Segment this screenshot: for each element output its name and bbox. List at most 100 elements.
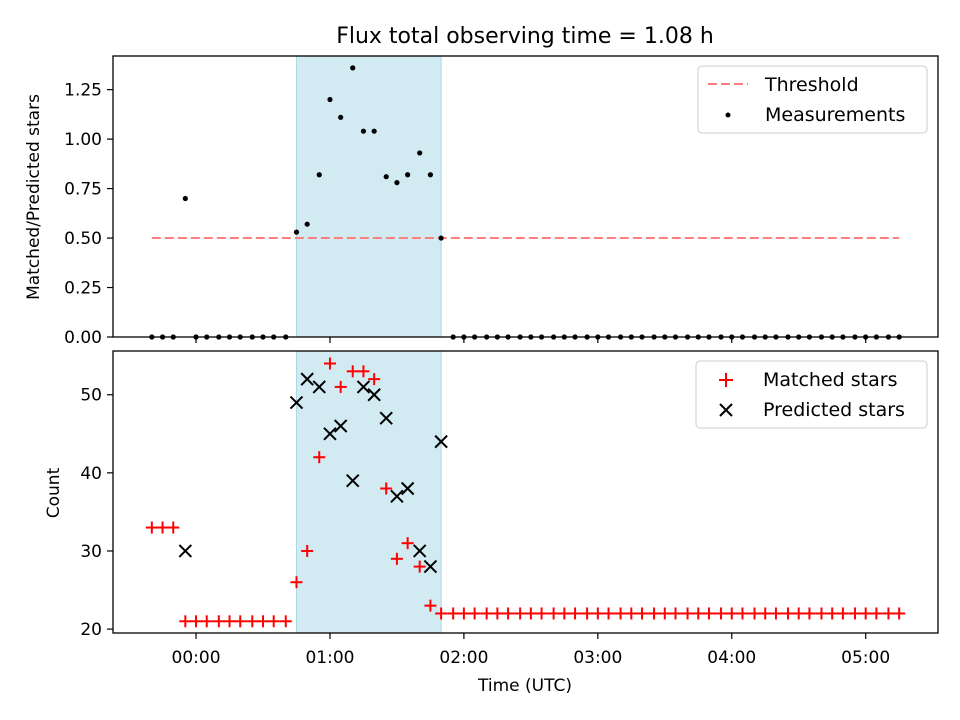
matched-point [782, 607, 794, 620]
matched-point [602, 607, 615, 620]
matched-point [648, 607, 661, 620]
matched-point [279, 615, 292, 628]
predicted-point [356, 380, 371, 394]
bottom-x-tick-label: 04:00 [707, 648, 756, 668]
bottom-shaded-span [295, 350, 442, 634]
predicted-point [300, 372, 314, 386]
top-plot-frame [112, 55, 939, 338]
legend-matched-label: Matched stars [763, 369, 897, 391]
predicted-point [333, 419, 348, 433]
bottom-y-tick-label: 30 [80, 542, 102, 562]
measurement-point [304, 221, 310, 227]
bottom-y-ticks: 20 30 40 50 [80, 386, 113, 640]
bottom-x-axis-label: Time (UTC) [477, 676, 572, 696]
measurement-point [371, 128, 377, 134]
matched-point [848, 607, 861, 620]
top-y-tick-label: 1.00 [64, 130, 102, 150]
matched-point [468, 607, 481, 620]
top-y-tick-label: 0.50 [64, 229, 102, 249]
measurement-point [360, 128, 367, 134]
matched-point [569, 607, 582, 620]
matched-point [200, 615, 213, 628]
matched-point [447, 607, 460, 620]
predicted-point [367, 388, 381, 402]
matched-point [715, 607, 728, 620]
matched-point [769, 607, 782, 620]
matched-point [558, 607, 571, 620]
chart-title: Flux total observing time = 1.08 h [336, 24, 714, 49]
measurement-point [417, 150, 423, 156]
matched-point [380, 482, 393, 495]
top-y-axis-label: Matched/Predicted stars [24, 94, 44, 300]
top-x-ticks [195, 337, 867, 343]
predicted-point [289, 395, 304, 410]
predicted-point [323, 427, 337, 441]
bottom-y-axis-label: Count [44, 467, 64, 518]
matched-point [725, 607, 738, 620]
matched-point [792, 607, 805, 620]
legend-predicted-label: Predicted stars [763, 399, 905, 421]
matched-point [257, 615, 269, 628]
top-legend-box [697, 65, 928, 134]
measurement-point [182, 195, 188, 202]
matched-point [491, 607, 504, 620]
matched-point [313, 451, 326, 464]
matched-point [636, 607, 649, 620]
top-y-tick-label: 0.00 [64, 328, 102, 348]
measurement-point [327, 96, 333, 103]
bottom-x-tick-label: 00:00 [172, 648, 221, 668]
matched-point [435, 607, 448, 620]
matched-point [736, 607, 749, 620]
matched-point [882, 607, 895, 620]
top-shaded-span [295, 55, 442, 338]
bottom-plot-frame [112, 350, 939, 634]
predicted-point [423, 559, 438, 574]
top-y-tick-label: 0.25 [64, 279, 102, 299]
matched-point [413, 560, 426, 573]
matched-point [702, 607, 715, 620]
matched-point [301, 544, 314, 557]
measurement-point [316, 172, 322, 178]
top-y-tick-label: 1.25 [64, 81, 102, 101]
matched-point [246, 615, 259, 628]
legend-predicted-swatch [719, 403, 733, 417]
bottom-x-ticks: 00:00 01:00 02:00 03:00 04:00 05:00 [172, 633, 890, 668]
matched-point [457, 607, 470, 620]
matched-point [669, 607, 682, 620]
matched-point [514, 607, 527, 620]
matched-point [625, 607, 638, 620]
top-legend: Threshold Measurements [697, 65, 928, 134]
legend-measurements-swatch [725, 112, 731, 118]
matched-point [803, 607, 816, 620]
matched-point [357, 365, 370, 378]
matched-point [156, 521, 169, 534]
matched-point [368, 373, 381, 386]
matched-point [836, 607, 849, 620]
matched-point [190, 615, 203, 628]
bottom-y-tick-label: 40 [80, 464, 102, 484]
matched-point [346, 365, 359, 378]
matched-point [535, 607, 548, 620]
top-y-ticks: 0.00 0.25 0.50 0.75 1.00 1.25 [64, 81, 113, 348]
matched-point [614, 607, 627, 620]
predicted-point [312, 380, 326, 394]
measurement-point [350, 65, 356, 71]
measurement-point [338, 114, 344, 120]
matched-point [581, 607, 594, 620]
matched-point [223, 615, 236, 628]
matched-point [547, 607, 560, 620]
bottom-legend-box [695, 360, 928, 429]
bottom-y-tick-label: 50 [80, 386, 102, 406]
matched-point [234, 615, 247, 628]
matched-point [179, 615, 192, 628]
matched-point [591, 607, 604, 620]
bottom-legend: Matched stars Predicted stars [695, 360, 928, 429]
matched-point [290, 576, 303, 589]
matched-point [167, 521, 180, 534]
top-panel: 0.00 0.25 0.50 0.75 1.00 1.25 Matched/Predict… [24, 55, 939, 348]
measurement-point [293, 229, 300, 235]
predicted-point [390, 489, 404, 504]
matched-point [859, 607, 872, 620]
